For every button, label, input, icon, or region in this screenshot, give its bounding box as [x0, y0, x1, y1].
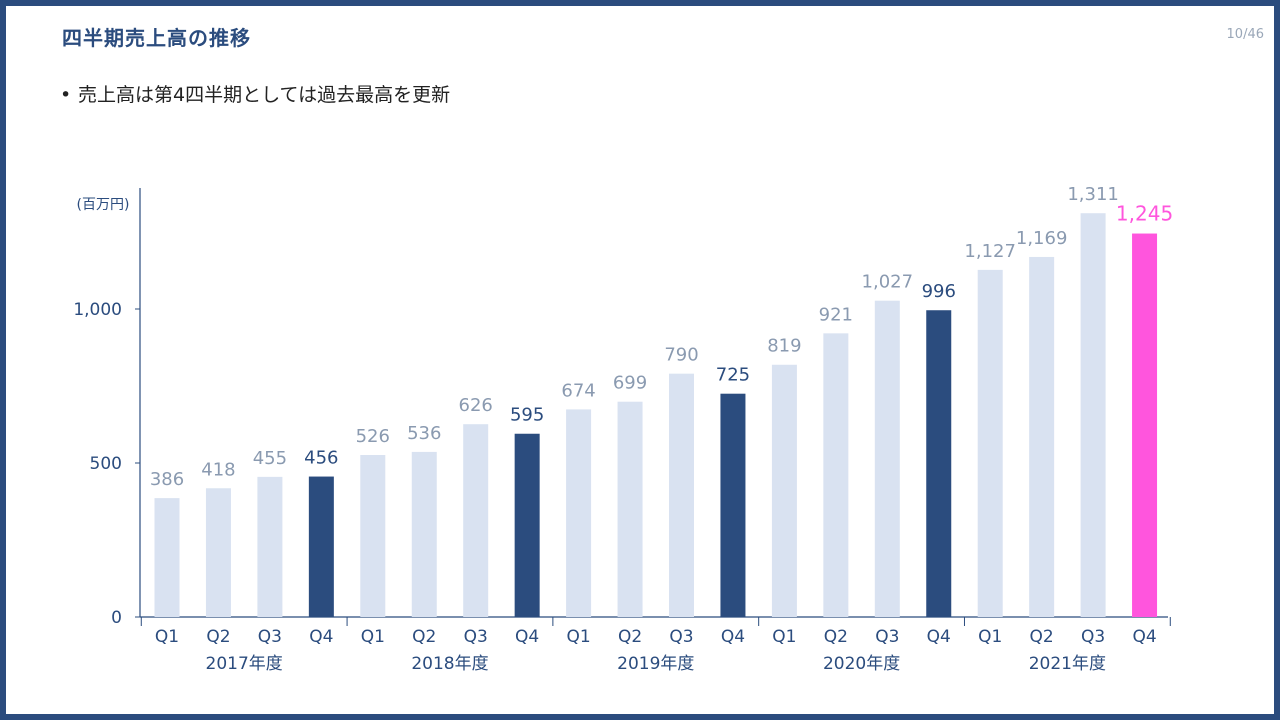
- data-label: 725: [716, 365, 750, 386]
- page-title: 四半期売上高の推移: [62, 26, 251, 50]
- bar: [566, 409, 592, 617]
- bar: [926, 310, 952, 617]
- bullet-dot-icon: •: [60, 84, 72, 106]
- x-tick-label: Q1: [978, 627, 1002, 647]
- data-label: 699: [613, 373, 647, 394]
- bar: [205, 488, 231, 617]
- bar: [617, 401, 643, 617]
- data-label: 1,127: [964, 241, 1016, 262]
- data-label: 819: [767, 336, 801, 357]
- page-number: 10/46: [1226, 27, 1264, 42]
- data-label: 1,027: [862, 272, 914, 293]
- x-tick-label: Q2: [1030, 627, 1054, 647]
- x-tick-label: Q1: [155, 627, 179, 647]
- x-tick-label: Q3: [258, 627, 282, 647]
- data-label: 595: [510, 405, 544, 426]
- data-label: 674: [561, 380, 595, 401]
- x-tick-label: Q2: [206, 627, 230, 647]
- x-group-label: 2019年度: [617, 654, 694, 674]
- x-tick-label: Q2: [412, 627, 436, 647]
- bar: [1132, 233, 1158, 618]
- x-group-label: 2021年度: [1029, 654, 1106, 674]
- x-tick-label: Q4: [309, 627, 333, 647]
- data-label: 536: [407, 423, 441, 444]
- x-tick-label: Q3: [669, 627, 693, 647]
- x-tick-label: Q4: [927, 627, 951, 647]
- bar: [823, 333, 849, 617]
- data-label: 526: [356, 426, 390, 447]
- bar: [771, 364, 797, 617]
- data-label: 1,245: [1116, 202, 1173, 226]
- data-label: 996: [922, 281, 956, 302]
- y-tick-label: 500: [90, 454, 122, 474]
- x-tick-label: Q4: [1132, 627, 1156, 647]
- bullet-item: • 売上高は第4四半期としては過去最高を更新: [60, 80, 450, 107]
- bar: [360, 454, 386, 617]
- bar: [308, 476, 334, 617]
- data-label: 1,311: [1067, 184, 1119, 205]
- bar: [1080, 213, 1106, 617]
- data-label: 626: [459, 395, 493, 416]
- x-tick-label: Q3: [875, 627, 899, 647]
- x-group-label: 2018年度: [411, 654, 488, 674]
- bullet-text: 売上高は第4四半期としては過去最高を更新: [78, 84, 451, 106]
- x-tick-label: Q3: [464, 627, 488, 647]
- bar: [720, 393, 746, 617]
- y-tick-label: 0: [111, 608, 122, 628]
- bar: [977, 269, 1003, 617]
- y-tick-label: 1,000: [73, 300, 122, 320]
- x-tick-label: Q2: [618, 627, 642, 647]
- x-tick-label: Q3: [1081, 627, 1105, 647]
- bar: [463, 424, 489, 617]
- data-label: 921: [819, 304, 853, 325]
- x-tick-label: Q4: [721, 627, 745, 647]
- y-axis-unit-label: (百万円): [77, 197, 130, 213]
- x-tick-label: Q1: [772, 627, 796, 647]
- bar: [1029, 256, 1055, 617]
- x-group-label: 2017年度: [206, 654, 283, 674]
- data-label: 455: [253, 448, 287, 469]
- x-tick-label: Q4: [515, 627, 539, 647]
- bar: [669, 373, 694, 617]
- bar: [257, 476, 283, 617]
- x-tick-label: Q1: [566, 627, 590, 647]
- bar: [874, 300, 900, 617]
- data-label: 790: [664, 345, 698, 366]
- data-label: 456: [304, 448, 338, 469]
- x-group-label: 2020年度: [823, 654, 900, 674]
- data-label: 386: [150, 469, 184, 490]
- bar: [411, 451, 437, 617]
- data-label: 418: [201, 459, 235, 480]
- bar: [514, 433, 540, 617]
- x-tick-label: Q1: [361, 627, 385, 647]
- bar: [154, 498, 180, 617]
- x-tick-label: Q2: [824, 627, 848, 647]
- data-label: 1,169: [1016, 228, 1068, 249]
